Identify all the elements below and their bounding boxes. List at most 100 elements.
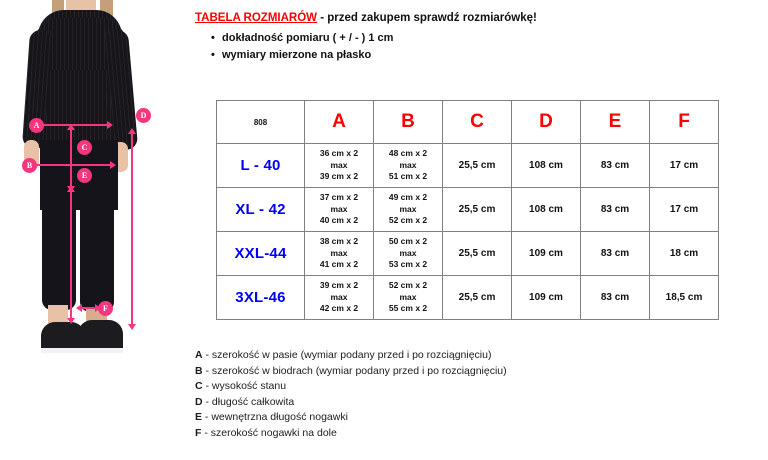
measure-arrow-e-bottom	[67, 318, 75, 324]
measure-line-c	[70, 130, 72, 188]
legend-item: E - wewnętrzna długość nogawki	[195, 410, 507, 426]
measure-badge-f: F	[98, 301, 113, 316]
legend-item: A - szerokość w pasie (wymiar podany prz…	[195, 348, 507, 364]
legend-key: D	[195, 395, 203, 408]
model-sneaker-left-sole	[39, 353, 87, 364]
legend-text: - wysokość stanu	[202, 380, 287, 392]
range-min: 39 cm x 2	[319, 280, 359, 291]
legend-text: - szerokość nogawki na dole	[201, 426, 337, 439]
legend-text: - długość całkowita	[202, 395, 295, 408]
row-value-b: 48 cm x 2 max 51 cm x 2	[373, 143, 443, 188]
range-sep: max	[330, 247, 348, 258]
range-max: 55 cm x 2	[388, 303, 428, 314]
model-leggings-leg-right	[80, 200, 114, 312]
measure-arrow-d-top	[128, 128, 136, 134]
header-letter-e: E	[580, 100, 650, 144]
range-min: 50 cm x 2	[388, 236, 428, 247]
header-letter-d: D	[511, 100, 581, 144]
legend-item: F - szerokość nogawki na dole	[195, 426, 507, 442]
measure-arrow-e-top	[67, 186, 75, 192]
legend-text: - szerokość w biodrach (wymiar podany pr…	[202, 364, 507, 377]
legend-text: - szerokość w pasie (wymiar podany przed…	[202, 349, 492, 361]
size-chart-table: 808 A B C D E F L - 40 36 cm x 2 max 39 …	[216, 100, 719, 320]
range-sep: max	[399, 291, 417, 302]
measure-line-e	[70, 192, 72, 320]
row-value-f: 18 cm	[649, 231, 719, 276]
legend-item: C - wysokość stanu	[195, 379, 507, 395]
measure-arrow-c-top	[67, 124, 75, 130]
range-min: 48 cm x 2	[388, 148, 428, 159]
row-value-f: 17 cm	[649, 143, 719, 188]
measurement-legend: A - szerokość w pasie (wymiar podany prz…	[195, 348, 507, 441]
row-size-label: L - 40	[216, 143, 305, 188]
range-max: 41 cm x 2	[319, 259, 359, 270]
model-photo-panel: A B C D E F	[0, 0, 190, 460]
measure-line-f	[80, 307, 97, 309]
measure-line-d	[131, 134, 133, 326]
range-min: 37 cm x 2	[319, 192, 359, 203]
measure-badge-e: E	[77, 168, 92, 183]
content-panel: TABELA ROZMIARÓW - przed zakupem sprawdź…	[190, 0, 768, 460]
model-sneaker-right-sole	[76, 353, 125, 364]
row-value-c: 25,5 cm	[442, 231, 512, 276]
table-row: XL - 42 37 cm x 2 max 40 cm x 2 49 cm x …	[216, 187, 719, 232]
header-letter-b: B	[373, 100, 443, 144]
row-size-label: 3XL-46	[216, 275, 305, 320]
measure-arrow-a-right	[107, 121, 113, 129]
range-max: 42 cm x 2	[319, 303, 359, 314]
legend-item: B - szerokość w biodrach (wymiar podany …	[195, 364, 507, 380]
row-value-a: 38 cm x 2 max 41 cm x 2	[304, 231, 374, 276]
range-min: 49 cm x 2	[388, 192, 428, 203]
row-value-e: 83 cm	[580, 275, 650, 320]
note-item: dokładność pomiaru ( + / - ) 1 cm	[211, 30, 393, 47]
measure-badge-c: C	[77, 140, 92, 155]
row-value-a: 36 cm x 2 max 39 cm x 2	[304, 143, 374, 188]
row-value-c: 25,5 cm	[442, 143, 512, 188]
row-value-b: 50 cm x 2 max 53 cm x 2	[373, 231, 443, 276]
model-ankle-left	[48, 305, 68, 327]
page-title: TABELA ROZMIARÓW - przed zakupem sprawdź…	[195, 12, 537, 24]
model-photo: A B C D E F	[0, 0, 190, 380]
range-min: 38 cm x 2	[319, 236, 359, 247]
range-max: 39 cm x 2	[319, 171, 359, 182]
measurement-notes: dokładność pomiaru ( + / - ) 1 cm wymiar…	[206, 30, 393, 64]
row-value-d: 108 cm	[511, 187, 581, 232]
range-min: 36 cm x 2	[319, 148, 359, 159]
row-size-label: XL - 42	[216, 187, 305, 232]
model-sneaker-right-stripe	[78, 348, 123, 354]
row-value-f: 17 cm	[649, 187, 719, 232]
row-value-b: 52 cm x 2 max 55 cm x 2	[373, 275, 443, 320]
legend-text: - wewnętrzna długość nogawki	[202, 411, 348, 423]
row-size-label: XXL-44	[216, 231, 305, 276]
measure-arrow-b-right	[110, 161, 116, 169]
legend-key: C	[195, 380, 203, 392]
range-max: 51 cm x 2	[388, 171, 428, 182]
legend-key: A	[195, 349, 203, 361]
measure-badge-a: A	[29, 118, 44, 133]
range-sep: max	[330, 203, 348, 214]
range-max: 40 cm x 2	[319, 215, 359, 226]
measure-badge-b: B	[22, 158, 37, 173]
row-value-d: 109 cm	[511, 275, 581, 320]
note-item: wymiary mierzone na płasko	[211, 47, 393, 64]
row-value-f: 18,5 cm	[649, 275, 719, 320]
measure-arrow-f-left	[76, 304, 82, 312]
row-value-e: 83 cm	[580, 231, 650, 276]
row-value-d: 108 cm	[511, 143, 581, 188]
range-sep: max	[330, 291, 348, 302]
table-row: L - 40 36 cm x 2 max 39 cm x 2 48 cm x 2…	[216, 143, 719, 188]
measure-arrow-d-bottom	[128, 324, 136, 330]
header-model-code: 808	[216, 100, 305, 144]
range-sep: max	[399, 159, 417, 170]
table-header-row: 808 A B C D E F	[216, 100, 719, 144]
header-letter-f: F	[649, 100, 719, 144]
row-value-c: 25,5 cm	[442, 187, 512, 232]
row-value-b: 49 cm x 2 max 52 cm x 2	[373, 187, 443, 232]
row-value-a: 37 cm x 2 max 40 cm x 2	[304, 187, 374, 232]
measure-line-b	[34, 164, 112, 166]
page-title-main: TABELA ROZMIARÓW	[195, 12, 318, 24]
table-row: XXL-44 38 cm x 2 max 41 cm x 2 50 cm x 2…	[216, 231, 719, 276]
legend-key: E	[195, 411, 203, 423]
row-value-a: 39 cm x 2 max 42 cm x 2	[304, 275, 374, 320]
range-min: 52 cm x 2	[388, 280, 428, 291]
